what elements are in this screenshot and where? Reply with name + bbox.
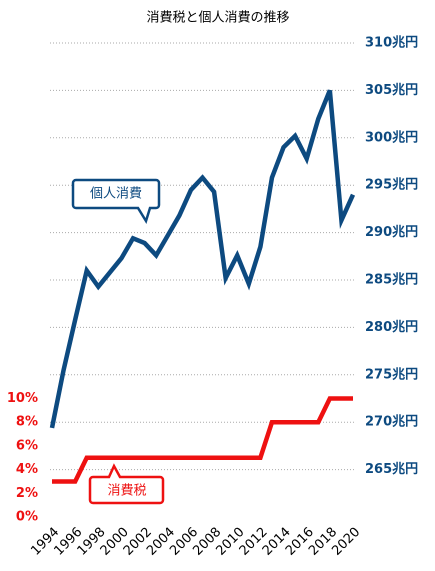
y2-tick-label: 265兆円 <box>365 461 418 477</box>
y2-tick-label: 280兆円 <box>365 319 418 335</box>
y2-tick-label: 275兆円 <box>365 366 418 382</box>
y-tick-label: 2% <box>16 486 38 501</box>
series-label: 消費税 <box>107 484 146 499</box>
plot <box>49 89 356 484</box>
series-line <box>49 89 356 429</box>
y2-tick-label: 270兆円 <box>365 414 418 430</box>
y2-tick-label: 310兆円 <box>365 35 418 51</box>
series-line <box>52 396 353 484</box>
y2-tick-label: 295兆円 <box>365 177 418 193</box>
y2-tick-label: 300兆円 <box>365 129 418 145</box>
y-tick-label: 10% <box>7 391 38 406</box>
y-tick-label: 4% <box>16 462 38 477</box>
callout-box <box>71 178 161 225</box>
y-tick-label: 8% <box>16 415 38 430</box>
chart-title: 消費税と個人消費の推移 <box>146 11 289 26</box>
y-tick-label: 6% <box>16 438 38 453</box>
series-label: 個人消費 <box>90 187 142 202</box>
y2-tick-label: 285兆円 <box>365 272 418 288</box>
callout-box <box>88 463 165 505</box>
y2-tick-label: 305兆円 <box>365 82 418 98</box>
y2-tick-label: 290兆円 <box>365 224 418 240</box>
y-tick-label: 0% <box>16 510 38 525</box>
